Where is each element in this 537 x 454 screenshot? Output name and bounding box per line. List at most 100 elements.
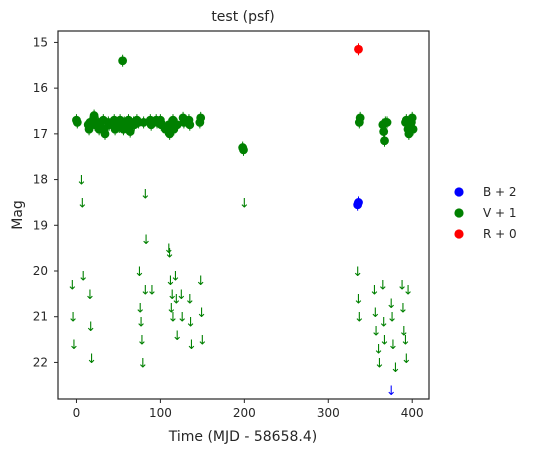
upper-limit-v-1: ↓: [165, 274, 176, 289]
y-tick-label: 18: [33, 173, 48, 187]
chart-title: test (psf): [211, 9, 274, 25]
point-v-1: [100, 129, 110, 139]
upper-limit-v-1: ↓: [85, 320, 96, 335]
legend-label-b-2: B + 2: [483, 185, 517, 199]
upper-limit-v-1: ↓: [369, 283, 380, 298]
y-tick-label: 15: [33, 35, 48, 49]
point-v-1: [407, 113, 417, 123]
point-v-1: [89, 111, 99, 120]
upper-limit-v-1: ↓: [167, 288, 178, 303]
upper-limit-v-1: ↓: [171, 292, 182, 307]
plot-area: [57, 30, 430, 400]
upper-limit-v-1: ↓: [68, 338, 79, 353]
legend-marker-r-0: [454, 229, 464, 239]
upper-limit-v-1: ↓: [387, 338, 398, 353]
upper-limit-v-1: ↓: [141, 233, 152, 248]
y-tick-label: 22: [33, 355, 48, 369]
upper-limit-v-1: ↓: [76, 174, 87, 189]
upper-limit-v-1: ↓: [184, 292, 195, 307]
upper-limit-v-1: ↓: [176, 288, 187, 303]
upper-limit-v-1: ↓: [397, 279, 408, 294]
upper-limit-v-1: ↓: [352, 265, 363, 280]
upper-limit-v-1: ↓: [147, 283, 158, 298]
x-tick-label: 100: [149, 406, 172, 420]
y-tick-label: 21: [33, 310, 48, 324]
x-tick-label: 300: [317, 406, 340, 420]
upper-limit-v-1: ↓: [67, 279, 78, 294]
point-v-1: [172, 120, 182, 130]
upper-limit-v-1: ↓: [68, 311, 79, 326]
point-v-1: [118, 56, 128, 66]
legend-marker-b-2: [454, 187, 464, 197]
upper-limit-v-1: ↓: [137, 356, 148, 371]
upper-limit-v-1: ↓: [164, 247, 175, 262]
upper-limit-v-1: ↓: [377, 279, 388, 294]
upper-limit-v-1: ↓: [400, 334, 411, 349]
upper-limit-v-1: ↓: [136, 334, 147, 349]
upper-limit-v-1: ↓: [370, 306, 381, 321]
y-tick-label: 16: [33, 81, 48, 95]
upper-limit-v-1: ↓: [166, 302, 177, 317]
upper-limit-v-1: ↓: [84, 288, 95, 303]
point-v-1: [408, 124, 418, 134]
upper-limit-v-1: ↓: [186, 338, 197, 353]
upper-limit-v-1: ↓: [170, 270, 181, 285]
upper-limit-v-1: ↓: [374, 356, 385, 371]
x-tick-label: 200: [233, 406, 256, 420]
upper-limit-v-1: ↓: [140, 187, 151, 202]
y-axis-label: Mag: [10, 200, 26, 230]
upper-limit-v-1: ↓: [185, 315, 196, 330]
upper-limit-v-1: ↓: [177, 311, 188, 326]
x-axis-label: Time (MJD - 58658.4): [168, 429, 317, 445]
upper-limit-v-1: ↓: [136, 315, 147, 330]
point-v-1: [196, 113, 206, 123]
y-tick-label: 20: [33, 264, 48, 278]
upper-limit-v-1: ↓: [168, 311, 179, 326]
upper-limit-v-1: ↓: [195, 274, 206, 289]
upper-limit-v-1: ↓: [378, 315, 389, 330]
point-v-1: [382, 118, 392, 127]
legend-label-v-1: V + 1: [483, 206, 517, 220]
point-r-0: [354, 44, 363, 54]
upper-limit-v-1: ↓: [239, 196, 250, 211]
upper-limit-v-1: ↓: [373, 343, 384, 358]
upper-limit-v-1: ↓: [196, 306, 207, 321]
upper-limit-v-1: ↓: [353, 292, 364, 307]
upper-limit-v-1: ↓: [390, 361, 401, 376]
y-tick-label: 17: [33, 127, 48, 141]
point-v-1: [72, 118, 82, 127]
legend: B + 2 V + 1 R + 0: [454, 185, 517, 241]
x-tick-label: 0: [73, 406, 81, 420]
upper-limit-v-1: ↓: [403, 283, 414, 298]
x-axis-ticks: 0 100 200 300 400: [73, 399, 424, 420]
data-marks: ↓↓↓↓↓↓↓↓↓↓↓↓↓↓↓↓↓↓↓↓↓↓↓↓↓↓↓↓↓↓↓↓↓↓↓↓↓↓↓↓…: [67, 43, 418, 399]
point-v-1: [185, 120, 195, 130]
point-v-1: [355, 113, 365, 123]
x-tick-label: 400: [401, 406, 424, 420]
point-v-1: [379, 127, 389, 136]
upper-limit-v-1: ↓: [387, 311, 398, 326]
point-b-2: [354, 198, 363, 207]
upper-limit-v-1: ↓: [354, 311, 365, 326]
upper-limit-v-1: ↓: [371, 324, 382, 339]
upper-limit-v-1: ↓: [172, 329, 183, 344]
upper-limit-v-1: ↓: [386, 297, 397, 312]
point-v-1: [380, 136, 389, 146]
upper-limit-v-1: ↓: [140, 283, 151, 298]
upper-limit-v-1: ↓: [78, 270, 89, 285]
upper-limit-v-1: ↓: [163, 242, 174, 257]
upper-limit-v-1: ↓: [197, 334, 208, 349]
upper-limit-v-1: ↓: [379, 334, 390, 349]
upper-limit-v-1: ↓: [398, 324, 409, 339]
upper-limit-b-2: ↓: [386, 384, 397, 399]
legend-label-r-0: R + 0: [483, 227, 517, 241]
y-axis-ticks: 15 16 17 18 19 20 21 22: [33, 35, 58, 369]
legend-marker-v-1: [454, 208, 464, 218]
upper-limit-v-1: ↓: [77, 196, 88, 211]
point-v-1: [125, 127, 135, 136]
upper-limit-v-1: ↓: [86, 352, 97, 367]
y-tick-label: 19: [33, 218, 48, 232]
upper-limit-v-1: ↓: [135, 302, 146, 317]
upper-limit-v-1: ↓: [401, 352, 412, 367]
